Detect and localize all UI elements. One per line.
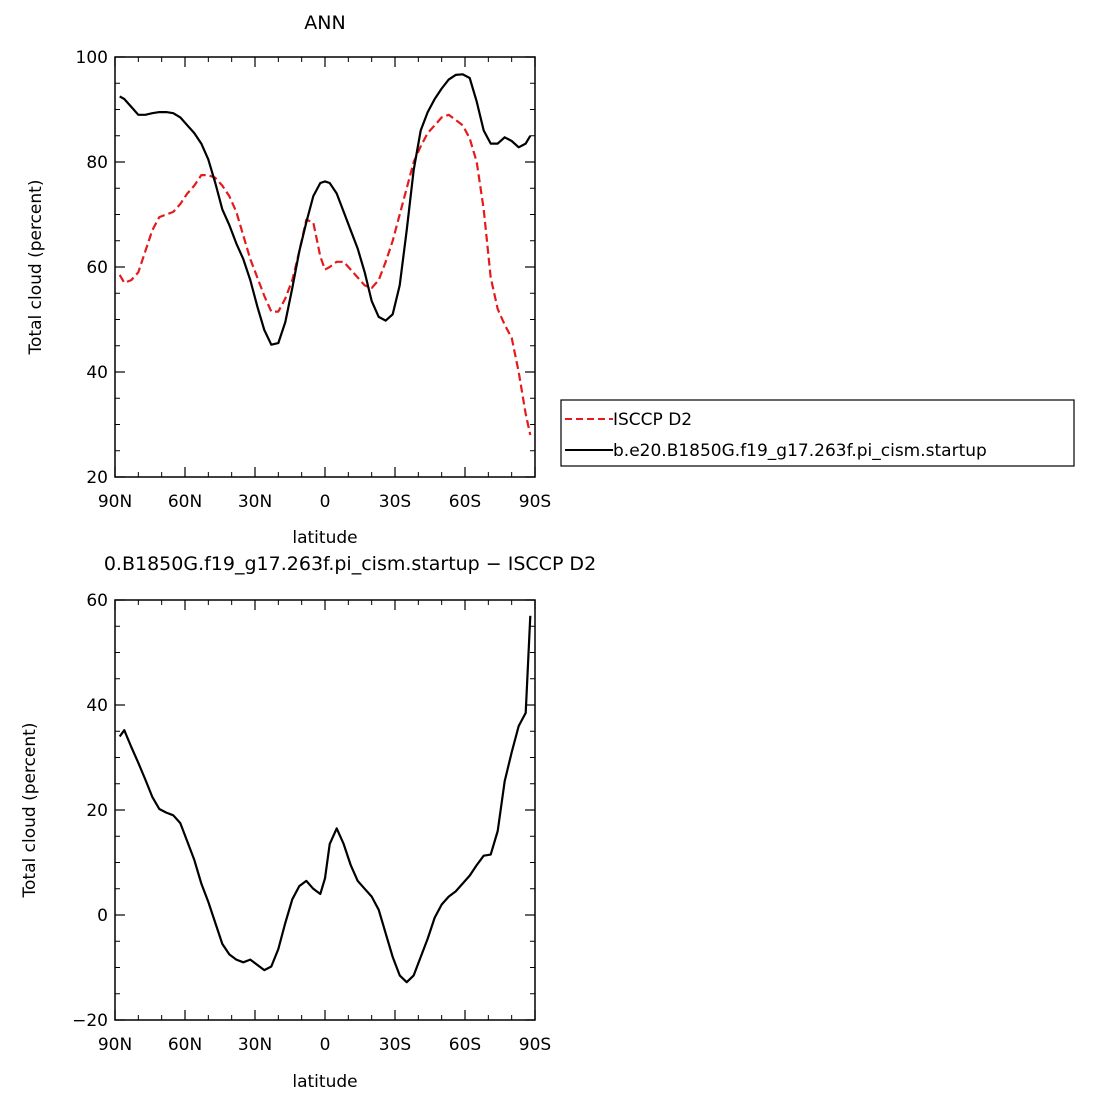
x-tick-label: 90S [519,1035,551,1055]
x-tick-label: 60S [449,1035,481,1055]
y-tick-label: 40 [86,363,108,383]
y-tick-labels: −20 0 20 40 60 [72,591,108,1031]
y-tick-label: 20 [86,468,108,488]
series-line-model [119,73,532,346]
y-tick-label: −20 [72,1011,108,1031]
y-tick-label: 0 [97,906,108,926]
x-tick-label: 60N [168,1035,202,1055]
y-tick-label: 60 [86,591,108,611]
y-tick-label: 20 [86,801,108,821]
y-tick-label: 60 [86,258,108,278]
y-tick-label: 40 [86,696,108,716]
plot-frame [114,599,536,1021]
x-tick-labels: 90N 60N 30N 0 30S 60S 90S [98,492,551,512]
series-line-difference [118,615,532,984]
x-tick-label: 0 [320,1035,331,1055]
legend-label-model: b.e20.B1850G.f19_g17.263f.pi_cism.startu… [613,441,987,461]
x-tick-label: 90S [519,492,551,512]
series-line-obs [118,113,532,436]
y-tick-label: 100 [76,48,108,68]
x-tick-label: 30N [238,492,272,512]
x-tick-label: 90N [98,492,132,512]
chart-title: ANN [304,12,345,34]
x-tick-label: 60S [449,492,481,512]
legend-label-obs: ISCCP D2 [613,410,692,430]
x-tick-label: 90N [98,1035,132,1055]
chart-title: 0.B1850G.f19_g17.263f.pi_cism.startup − … [104,553,596,575]
series-lines [118,615,532,984]
axis-ticks [114,56,536,478]
legend: ISCCP D2 b.e20.B1850G.f19_g17.263f.pi_ci… [560,399,1075,467]
y-axis-label: Total cloud (percent) [26,180,46,356]
y-axis-label: Total cloud (percent) [20,723,40,899]
plot-frame [114,56,536,478]
x-tick-label: 30N [238,1035,272,1055]
x-axis-label: latitude [292,528,357,548]
x-tick-label: 0 [320,492,331,512]
axis-ticks [114,599,536,1021]
x-tick-label: 60N [168,492,202,512]
chart-difference: 0.B1850G.f19_g17.263f.pi_cism.startup − … [20,553,596,1092]
y-tick-labels: 20 40 60 80 100 [76,48,108,488]
x-tick-labels: 90N 60N 30N 0 30S 60S 90S [98,1035,551,1055]
y-tick-label: 80 [86,153,108,173]
legend-box [560,399,1075,467]
x-tick-label: 30S [379,492,411,512]
x-axis-label: latitude [292,1072,357,1092]
series-lines [118,73,532,436]
x-tick-label: 30S [379,1035,411,1055]
chart-annual-total-cloud: ANN 90N 60N 30N 0 30S 60S 90S 20 40 60 80 100 lati… [26,12,551,548]
